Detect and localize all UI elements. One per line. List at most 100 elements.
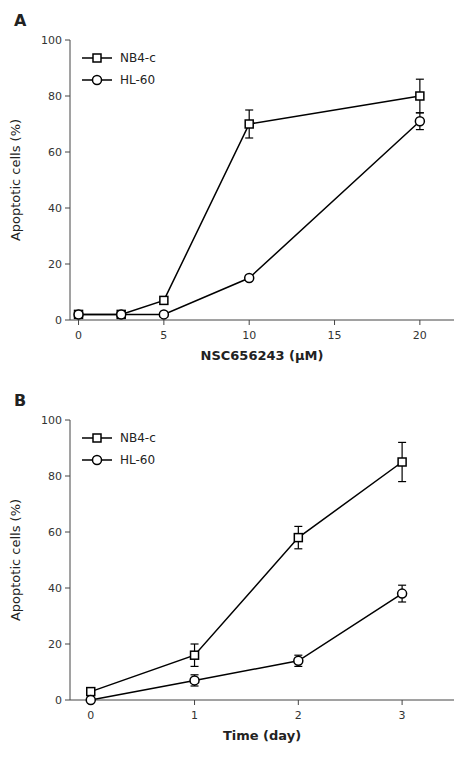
x-axis-line: [70, 700, 454, 701]
data-point: [294, 534, 302, 542]
error-cap: [191, 666, 199, 667]
x-tick-label: 20: [413, 329, 427, 342]
error-cap: [245, 109, 253, 110]
chart-root: A05101520020406080100NSC656243 (μM)Apopt…: [0, 0, 474, 764]
x-tick-label: 15: [328, 329, 342, 342]
legend-marker: [93, 434, 101, 442]
error-bar: [191, 644, 199, 666]
x-tick: [78, 320, 79, 325]
y-tick: [65, 588, 70, 589]
x-tick: [402, 700, 403, 705]
data-point: [75, 310, 83, 318]
data-point: [245, 274, 254, 283]
x-tick-label: 2: [295, 709, 302, 722]
data-point: [117, 310, 126, 319]
y-tick-label: 40: [48, 202, 62, 215]
y-axis-label: Apoptotic cells (%): [8, 119, 23, 241]
y-tick-label: 40: [48, 582, 62, 595]
panel-title: A: [14, 11, 27, 30]
x-tick-label: 5: [160, 329, 167, 342]
plot-area: [86, 442, 406, 704]
error-cap: [398, 481, 406, 482]
data-point: [74, 310, 83, 319]
y-tick-label: 60: [48, 146, 62, 159]
plot-area: [74, 79, 424, 319]
legend-swatch: [82, 54, 112, 62]
legend-label: NB4-c: [120, 51, 156, 65]
error-cap: [416, 112, 424, 113]
data-point: [160, 296, 168, 304]
x-tick: [419, 320, 420, 325]
x-axis-label: Time (day): [223, 728, 301, 743]
error-bar: [245, 110, 253, 138]
data-point: [159, 310, 168, 319]
x-tick-label: 3: [399, 709, 406, 722]
y-tick: [65, 208, 70, 209]
legend: NB4-c HL-60: [82, 51, 156, 87]
error-cap: [398, 601, 406, 602]
y-tick-label: 0: [55, 314, 62, 327]
y-tick-label: 20: [48, 258, 62, 271]
panel: B0123020406080100Time (day)Apoptotic cel…: [8, 391, 454, 743]
legend-swatch: [82, 76, 112, 85]
data-point: [87, 688, 95, 696]
data-point: [416, 92, 424, 100]
x-tick-label: 0: [87, 709, 94, 722]
panel: A 0 5 10 15 20 0 20 40 60 80 100 NSC656243 (μM) Apopt…: [8, 11, 454, 363]
data-point: [191, 651, 199, 659]
y-tick: [65, 320, 70, 321]
x-tick: [249, 320, 250, 325]
data-point: [117, 310, 125, 318]
y-tick-label: 80: [48, 90, 62, 103]
data-point: [190, 676, 199, 685]
y-tick-label: 100: [41, 34, 62, 47]
y-tick: [65, 264, 70, 265]
y-tick: [65, 96, 70, 97]
y-axis-line: [70, 40, 71, 320]
data-point: [86, 696, 95, 705]
y-tick: [65, 476, 70, 477]
error-bar: [398, 585, 406, 602]
x-tick-label: 10: [242, 329, 256, 342]
data-point: [398, 458, 406, 466]
error-bar: [416, 113, 424, 130]
x-axis-line: [70, 320, 454, 321]
error-cap: [398, 442, 406, 443]
y-tick-label: 100: [41, 414, 62, 427]
series-line: [79, 96, 420, 314]
panel-title: B: [14, 391, 26, 410]
y-tick: [65, 152, 70, 153]
x-tick: [298, 700, 299, 705]
legend-marker: [93, 54, 101, 62]
series-line: [79, 121, 420, 314]
x-tick-label: 1: [191, 709, 198, 722]
y-tick-label: 60: [48, 526, 62, 539]
legend-label: NB4-c: [120, 431, 156, 445]
legend-label: HL-60: [120, 73, 155, 87]
data-point: [398, 589, 407, 598]
series-line: [91, 594, 402, 700]
y-tick: [65, 420, 70, 421]
data-point: [245, 120, 253, 128]
legend-swatch: [82, 456, 112, 465]
legend-label: HL-60: [120, 453, 155, 467]
error-cap: [416, 79, 424, 80]
error-cap: [245, 137, 253, 138]
y-tick-label: 20: [48, 638, 62, 651]
series-line: [91, 462, 402, 692]
x-tick-label: 0: [75, 329, 82, 342]
x-tick: [334, 320, 335, 325]
data-point: [415, 117, 424, 126]
error-cap: [398, 585, 406, 586]
y-tick-label: 0: [55, 694, 62, 707]
y-tick: [65, 40, 70, 41]
error-cap: [416, 129, 424, 130]
x-axis-label: NSC656243 (μM): [201, 348, 324, 363]
y-axis-line: [70, 420, 71, 700]
y-tick: [65, 532, 70, 533]
legend-marker: [93, 76, 102, 85]
legend: NB4-c HL-60: [82, 431, 156, 467]
error-cap: [294, 548, 302, 549]
data-point: [294, 656, 303, 665]
x-tick: [163, 320, 164, 325]
